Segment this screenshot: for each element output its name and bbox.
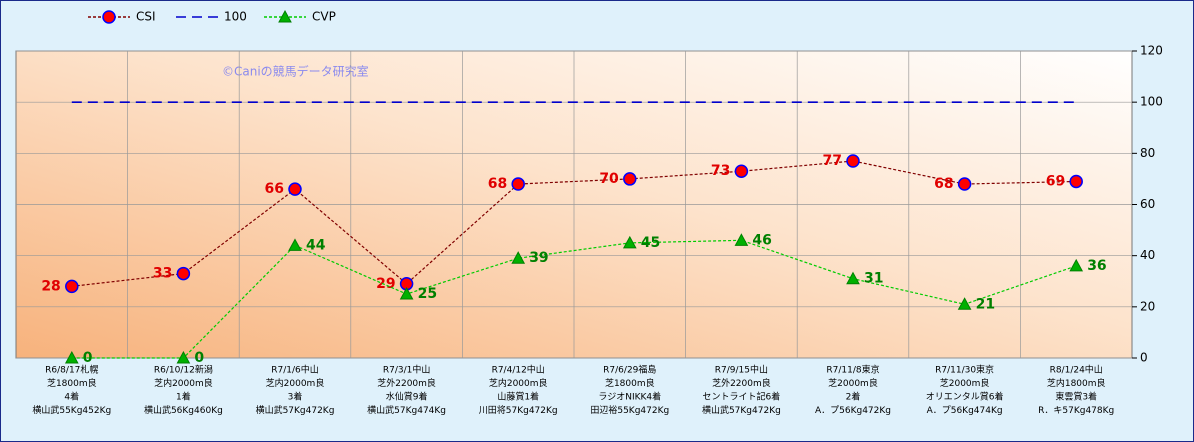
x-tick-label: R8/1/24中山 — [1050, 364, 1103, 376]
point — [102, 10, 116, 24]
value-label: 0 — [194, 350, 204, 366]
value-label: 28 — [41, 278, 60, 294]
point — [957, 177, 972, 191]
x-tick-label: 芝1800m良 — [47, 377, 97, 389]
x-tick-label: 山藤賞1着 — [497, 391, 539, 403]
legend-label: 100 — [224, 10, 247, 24]
legend: CSI 100 CVP — [88, 10, 336, 24]
x-tick-label: R7/6/29福島 — [603, 364, 656, 376]
x-tick-label: 芝内2000m良 — [154, 377, 213, 389]
y-tick-label: 100 — [1140, 95, 1163, 109]
x-tick-label: A．プ56Kg474Kg — [927, 405, 1003, 416]
value-label: 21 — [976, 296, 995, 312]
value-label: 69 — [1046, 173, 1065, 189]
y-tick-label: 20 — [1140, 299, 1155, 313]
value-label: 29 — [376, 276, 395, 292]
value-label: 68 — [934, 176, 953, 192]
point — [623, 172, 637, 186]
point — [622, 235, 637, 249]
x-tick-label: R7/1/6中山 — [271, 364, 319, 376]
series-line — [71, 160, 1077, 287]
x-tick-label: 東雲賞3着 — [1055, 391, 1097, 403]
value-label: 25 — [418, 286, 437, 302]
value-label: 0 — [83, 350, 93, 366]
value-label: 39 — [529, 250, 548, 266]
x-tick-label: 3着 — [288, 391, 303, 403]
x-tick-label: オリエンタル賞6着 — [926, 391, 1004, 403]
x-tick-label: 横山武57Kg472Kg — [702, 404, 781, 416]
x-tick-label: 芝内2000m良 — [489, 377, 548, 389]
point — [846, 271, 860, 285]
point — [846, 154, 860, 168]
point — [288, 238, 302, 251]
point — [1069, 258, 1084, 272]
x-tick-label: 水仙賞9着 — [386, 391, 428, 403]
x-tick-label: 芝内1800m良 — [1047, 377, 1106, 389]
x-tick-label: ラジオNIKK4着 — [598, 391, 661, 403]
y-tick-label: 0 — [1140, 351, 1148, 365]
x-tick-label: 川田将57Kg472Kg — [479, 405, 558, 416]
x-tick-label: 横山武57Kg472Kg — [256, 404, 335, 416]
x-tick-label: R7/11/8東京 — [826, 364, 879, 376]
x-tick-label: 2着 — [846, 391, 861, 403]
point — [511, 251, 526, 264]
point — [278, 9, 292, 23]
point — [1069, 174, 1083, 189]
point — [176, 266, 191, 281]
x-tick-label: 横山武56Kg460Kg — [144, 404, 223, 416]
x-tick-label: 芝2000m良 — [828, 377, 878, 389]
x-tick-label: R7/11/30東京 — [935, 364, 994, 376]
x-tick-label: R6/8/17札幌 — [45, 364, 98, 376]
point — [511, 177, 525, 191]
point — [176, 350, 191, 364]
x-tick-label: R7/4/12中山 — [492, 364, 545, 376]
point — [734, 233, 749, 246]
value-label: 36 — [1087, 258, 1106, 274]
value-label: 70 — [599, 171, 619, 187]
x-tick-label: R6/10/12新潟 — [154, 364, 213, 376]
value-label: 73 — [711, 163, 730, 179]
x-tick-label: 芝外2200m良 — [712, 377, 771, 389]
value-label: 33 — [153, 266, 172, 282]
point — [65, 279, 79, 294]
plot: 28 33 66 29 68 70 73 77 68 69 0 0 44 25 39 45 46 31 21 36 — [41, 101, 1107, 366]
y-tick-label: 80 — [1140, 146, 1155, 160]
point — [64, 350, 79, 364]
x-tick-label: R7/9/15中山 — [715, 364, 768, 376]
x-tick-label: 芝外2200m良 — [377, 377, 436, 389]
x-tick-label: 芝内2000m良 — [266, 377, 325, 389]
point — [288, 182, 302, 196]
x-tick-label: 田辺裕55Kg472Kg — [590, 404, 669, 416]
value-label: 77 — [823, 153, 842, 169]
value-label: 68 — [488, 176, 507, 192]
point — [734, 164, 749, 178]
y-tick-label: 120 — [1140, 44, 1163, 58]
series-line — [71, 239, 1077, 359]
point — [399, 286, 414, 300]
x-tick-label: 芝1800m良 — [605, 377, 655, 389]
x-tick-label: R7/3/1中山 — [383, 364, 431, 376]
x-tick-label: 横山武55Kg452Kg — [32, 404, 111, 416]
point — [957, 297, 972, 310]
legend-label: CSI — [136, 10, 156, 24]
x-tick-label: セントライト記6着 — [703, 391, 781, 403]
value-label: 46 — [752, 232, 771, 248]
value-label: 44 — [306, 237, 326, 253]
x-tick-label: R．キ57Kg478Kg — [1038, 406, 1114, 416]
y-tick-label: 40 — [1140, 248, 1155, 262]
x-tick-label: 4着 — [64, 391, 79, 403]
legend-label: CVP — [312, 10, 336, 24]
value-label: 66 — [265, 181, 284, 197]
x-tick-label: A．プ56Kg472Kg — [815, 405, 891, 416]
x-tick-label: 1着 — [176, 391, 191, 403]
value-label: 31 — [864, 271, 883, 287]
x-tick-label: 芝2000m良 — [940, 377, 990, 389]
x-tick-label: 横山武57Kg474Kg — [367, 404, 446, 416]
watermark: ©Caniの競馬データ研究室 — [222, 64, 369, 79]
y-tick-label: 60 — [1140, 197, 1155, 211]
value-label: 45 — [641, 235, 660, 251]
